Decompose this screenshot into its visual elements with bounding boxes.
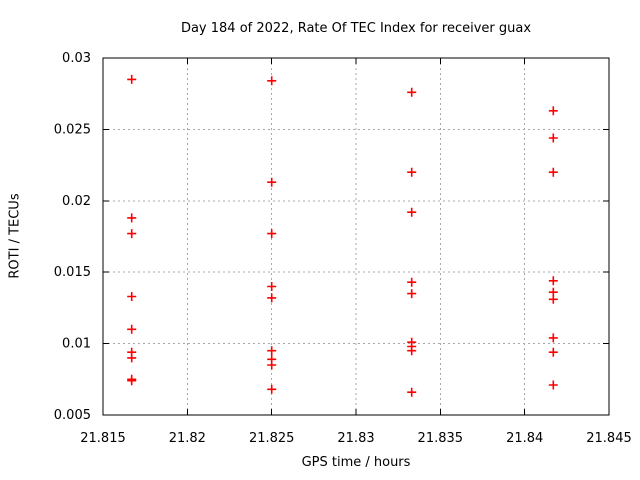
data-point-marker (407, 387, 417, 397)
data-point-marker (548, 347, 558, 357)
data-point-marker (267, 346, 277, 356)
data-point-marker (407, 289, 417, 299)
data-point-marker (127, 74, 137, 84)
x-tick-label: 21.815 (80, 431, 126, 446)
data-point-marker (127, 292, 137, 301)
data-point-marker (267, 360, 277, 370)
x-tick-label: 21.82 (169, 431, 206, 446)
tick-marks (102, 57, 610, 416)
data-point-marker (407, 167, 417, 177)
y-tick-label: 0.005 (54, 408, 91, 423)
chart-title: Day 184 of 2022, Rate Of TEC Index for r… (180, 21, 532, 36)
data-point-marker (548, 333, 558, 343)
data-point-marker (267, 229, 277, 239)
data-point-marker (267, 76, 277, 86)
data-points (127, 74, 558, 397)
y-tick-label: 0.03 (62, 51, 91, 66)
y-tick-label: 0.015 (54, 265, 91, 280)
data-point-marker (407, 346, 417, 356)
data-point-marker (127, 229, 137, 239)
x-tick-label: 21.84 (506, 431, 543, 446)
data-point-marker (548, 276, 558, 286)
grid-lines (103, 58, 609, 415)
data-point-marker (127, 376, 137, 386)
data-point-marker (267, 384, 277, 394)
data-point-marker (548, 133, 558, 143)
x-tick-label: 21.835 (418, 431, 464, 446)
data-point-marker (407, 277, 417, 287)
data-point-marker (407, 207, 417, 217)
y-tick-label: 0.01 (62, 337, 91, 352)
data-point-marker (548, 106, 558, 116)
data-point-marker (267, 293, 277, 303)
x-tick-label: 21.83 (337, 431, 374, 446)
data-point-marker (548, 167, 558, 177)
x-axis-label: GPS time / hours (301, 455, 411, 470)
x-tick-label: 21.845 (586, 431, 632, 446)
data-point-marker (548, 294, 558, 304)
y-tick-label: 0.025 (54, 122, 91, 137)
x-tick-labels: 21.815 21.82 21.825 21.83 21.835 21.84 21.845 (80, 431, 632, 446)
data-point-marker (127, 213, 137, 223)
y-tick-labels: 0.005 0.01 0.015 0.02 0.025 0.03 (54, 51, 91, 423)
y-tick-label: 0.02 (62, 194, 91, 209)
data-point-marker (127, 353, 137, 363)
plot-frame (102, 57, 610, 416)
data-point-marker (548, 380, 558, 390)
x-tick-label: 21.825 (249, 431, 295, 446)
data-point-marker (267, 282, 277, 291)
data-point-marker (407, 87, 417, 97)
data-point-marker (127, 324, 137, 334)
data-point-marker (267, 177, 277, 187)
